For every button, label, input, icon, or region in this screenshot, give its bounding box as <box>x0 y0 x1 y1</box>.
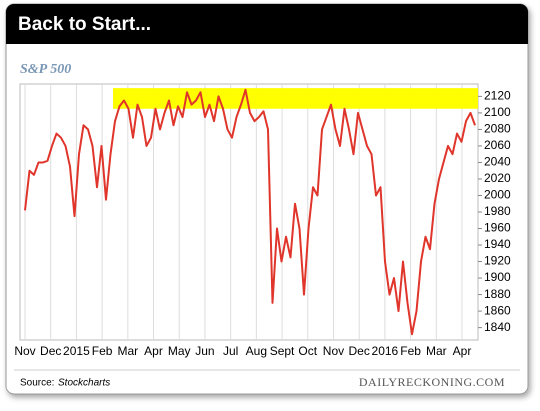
y-tick-label: 2000 <box>484 188 511 202</box>
x-tick-label: Feb <box>400 344 421 358</box>
y-tick-label: 2120 <box>484 89 511 103</box>
source: Stockcharts <box>58 378 110 389</box>
source-label: Source: <box>20 378 54 389</box>
x-tick-label: Nov <box>323 344 344 358</box>
brand: DAILYRECKONING.COM <box>359 375 505 389</box>
y-tick-label: 2060 <box>484 138 511 152</box>
x-tick-label: May <box>168 344 191 358</box>
line-series <box>24 88 476 336</box>
y-tick-label: 1980 <box>484 204 511 218</box>
y-tick-label: 2080 <box>484 122 511 136</box>
y-tick-label: 1900 <box>484 270 511 284</box>
plot-area <box>19 83 479 341</box>
y-tick-label: 1960 <box>484 221 511 235</box>
x-tick-label: Oct <box>298 344 317 358</box>
y-tick-label: 1860 <box>484 303 511 317</box>
x-tick-label: Nov <box>14 344 35 358</box>
x-tick-label: Jul <box>223 344 238 358</box>
header-bar <box>6 4 528 44</box>
header-title: Back to Start... <box>18 14 151 35</box>
y-tick-label: 2040 <box>484 155 511 169</box>
y-tick-label: 1940 <box>484 237 511 251</box>
x-tick-label: 2016 <box>372 344 399 358</box>
x-tick-label: Sept <box>270 344 295 358</box>
highlight-band <box>113 88 478 109</box>
x-tick-label: Aug <box>246 344 267 358</box>
x-tick-label: Apr <box>453 344 472 358</box>
x-tick-label: Jun <box>195 344 214 358</box>
x-tick-label: Mar <box>117 344 138 358</box>
x-tick-label: Dec <box>40 344 61 358</box>
y-tick-label: 2100 <box>484 105 511 119</box>
chart-title: S&P 500 <box>20 62 71 77</box>
x-tick-label: 2015 <box>63 344 90 358</box>
x-tick-label: Mar <box>426 344 447 358</box>
x-tick-label: Feb <box>92 344 113 358</box>
x-tick-label: Dec <box>349 344 370 358</box>
y-tick-label: 1920 <box>484 254 511 268</box>
y-tick-label: 1840 <box>484 320 511 334</box>
y-tick-label: 1880 <box>484 287 511 301</box>
x-tick-label: Apr <box>144 344 163 358</box>
y-tick-label: 2020 <box>484 171 511 185</box>
